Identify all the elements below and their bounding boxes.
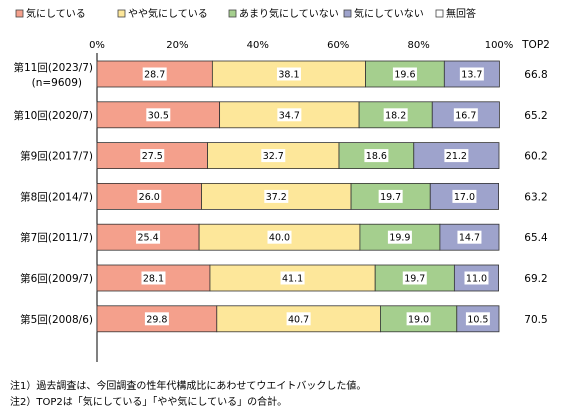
- bar-segment: [338, 142, 415, 170]
- data-label: 40.7: [288, 314, 309, 325]
- data-label: 28.7: [144, 70, 165, 81]
- data-label-bg: [464, 271, 489, 285]
- legend-label: あまり気にしていない: [239, 7, 339, 20]
- data-label: 29.8: [146, 314, 167, 325]
- category-label: 第7回(2011/7): [20, 231, 93, 244]
- data-label: 37.2: [266, 192, 287, 203]
- data-label: 19.7: [404, 274, 425, 285]
- top2-value: 63.2: [524, 191, 547, 203]
- x-tick-label: 40%: [247, 40, 269, 51]
- data-label: 34.7: [279, 110, 300, 121]
- data-label-bg: [364, 149, 389, 163]
- data-label: 13.7: [461, 70, 482, 81]
- legend-swatch: [343, 9, 352, 18]
- category-label: 第5回(2008/6): [20, 313, 93, 326]
- data-label-bg: [144, 312, 169, 326]
- top2-value: 60.2: [524, 151, 547, 163]
- data-label: 28.1: [143, 274, 164, 285]
- x-tick-label: 20%: [166, 40, 188, 51]
- data-label-bg: [406, 312, 431, 326]
- category-label: 第11回(2023/7): [14, 61, 94, 74]
- data-label: 26.0: [139, 192, 160, 203]
- data-label-bg: [136, 230, 161, 244]
- data-label-bg: [146, 108, 171, 122]
- data-label-bg: [465, 312, 490, 326]
- data-label: 14.7: [459, 233, 480, 244]
- legend-label: 気にしている: [26, 7, 86, 20]
- data-label: 17.0: [454, 192, 475, 203]
- x-tick-label: 100%: [485, 40, 514, 51]
- top2-header: TOP2: [521, 39, 550, 51]
- data-label-bg: [459, 67, 484, 81]
- data-label: 21.2: [446, 151, 467, 162]
- data-label: 40.0: [269, 233, 290, 244]
- x-tick-label: 0%: [89, 40, 105, 51]
- data-label: 18.6: [366, 151, 387, 162]
- data-label-bg: [383, 108, 408, 122]
- data-label: 18.2: [385, 110, 406, 121]
- category-label: 第10回(2020/7): [14, 109, 94, 122]
- x-tick-label: 60%: [327, 40, 349, 51]
- data-label-bg: [402, 271, 427, 285]
- data-label: 16.7: [455, 110, 476, 121]
- bar-segment: [358, 101, 433, 129]
- legend-label: 無回答: [446, 7, 476, 20]
- data-label-bg: [286, 312, 311, 326]
- data-label: 10.5: [467, 314, 488, 325]
- legend-swatch: [435, 9, 444, 18]
- data-label-bg: [142, 67, 167, 81]
- data-label-bg: [267, 230, 292, 244]
- data-label: 19.0: [408, 314, 429, 325]
- data-label-bg: [378, 189, 403, 203]
- top2-value: 65.4: [524, 232, 548, 244]
- legend-label: やや気にしている: [128, 7, 208, 20]
- legend-swatch: [117, 9, 126, 18]
- data-label: 19.6: [394, 70, 415, 81]
- data-label-bg: [392, 67, 417, 81]
- data-label-bg: [261, 149, 286, 163]
- top2-value: 65.2: [524, 110, 547, 122]
- data-label: 19.7: [380, 192, 401, 203]
- data-label: 19.9: [389, 233, 410, 244]
- data-label-bg: [387, 230, 412, 244]
- data-label-bg: [264, 189, 289, 203]
- data-label-bg: [453, 108, 478, 122]
- legend-swatch: [228, 9, 237, 18]
- data-label-bg: [140, 149, 165, 163]
- legend-label: 気にしていない: [354, 7, 424, 20]
- data-label-bg: [141, 271, 166, 285]
- footnote-1: 注1）過去調査は、今回調査の性年代構成比にあわせてウエイトバックした値。: [10, 381, 367, 392]
- data-label-bg: [137, 189, 162, 203]
- data-label-bg: [457, 230, 482, 244]
- data-label: 38.1: [278, 70, 299, 81]
- legend-swatch: [15, 9, 24, 18]
- data-label: 25.4: [137, 233, 158, 244]
- top2-value: 69.2: [524, 273, 547, 285]
- data-label: 11.0: [466, 274, 487, 285]
- data-label-bg: [280, 271, 305, 285]
- data-label-bg: [452, 189, 477, 203]
- data-label: 30.5: [148, 110, 169, 121]
- category-label: 第6回(2009/7): [20, 272, 93, 285]
- top2-value: 66.8: [524, 69, 547, 81]
- category-sublabel: (n=9609): [32, 77, 82, 89]
- x-tick-label: 80%: [407, 40, 429, 51]
- top2-value: 70.5: [524, 314, 547, 326]
- data-label-bg: [444, 149, 469, 163]
- data-label: 27.5: [142, 151, 163, 162]
- data-label: 32.7: [263, 151, 284, 162]
- data-label: 41.1: [282, 274, 303, 285]
- category-label: 第9回(2017/7): [20, 150, 93, 163]
- bar-segment: [429, 182, 499, 210]
- category-label: 第8回(2014/7): [20, 190, 93, 203]
- footnote-2: 注2）TOP2は「気にしている」「やや気にしている」の合計。: [10, 397, 288, 408]
- data-label-bg: [276, 67, 301, 81]
- data-label-bg: [277, 108, 302, 122]
